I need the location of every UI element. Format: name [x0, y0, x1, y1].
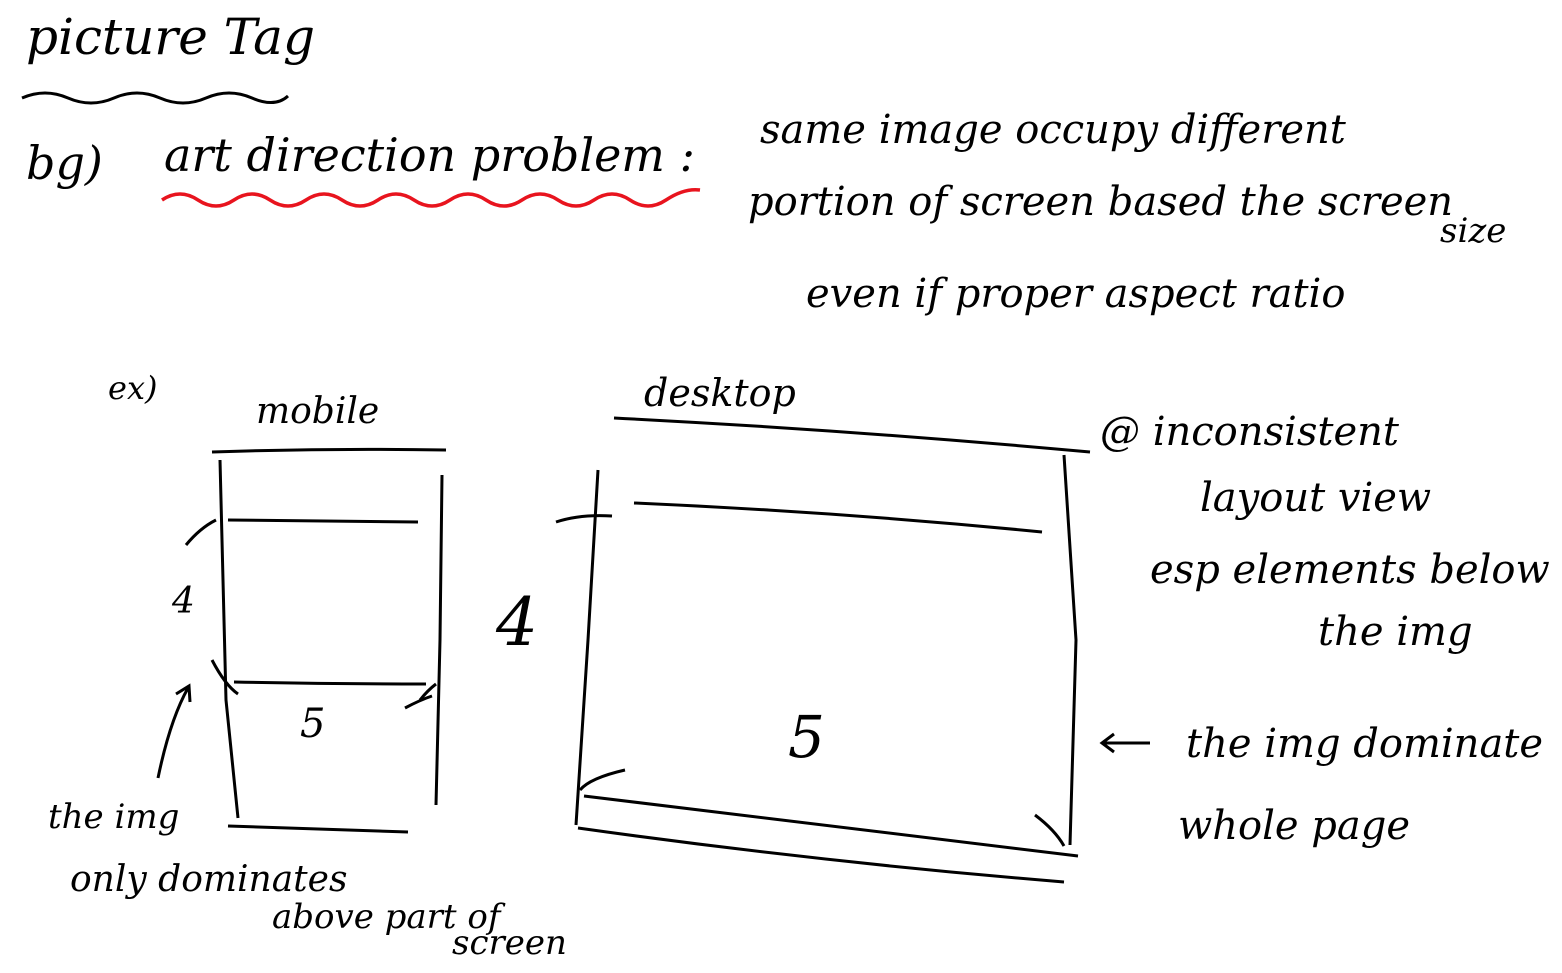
mobile-caption-line-3: above part of [272, 897, 501, 937]
term-underline [161, 187, 701, 208]
mobile-caption-line-1: the img [48, 797, 180, 837]
example-label: ex) [108, 369, 158, 407]
heading: picture Tag [26, 8, 315, 66]
inconsistent-note-line-1: @ inconsistent [1100, 409, 1399, 455]
inconsistent-note-line-4: the img [1318, 609, 1473, 655]
definition-line-4: even if proper aspect ratio [806, 271, 1346, 317]
mobile-frame [156, 447, 447, 834]
inconsistent-note-line-3: esp elements below [1150, 547, 1550, 593]
inconsistent-note-line-2: layout view [1200, 475, 1432, 521]
dominate-note-line-2: whole page [1178, 803, 1410, 849]
desktop-frame [555, 416, 1150, 884]
definition-line-3: size [1440, 211, 1507, 251]
mobile-caption-line-2: only dominates [70, 859, 348, 900]
dominate-note-line-1: the img dominate [1186, 721, 1544, 767]
desktop-section-bottom: 5 [788, 703, 825, 771]
definition-line-2: portion of screen based the screen [748, 179, 1454, 225]
mobile-section-bottom: 5 [300, 701, 326, 747]
desktop-title: desktop [644, 371, 796, 415]
mobile-section-top: 4 [172, 581, 195, 622]
heading-underline [21, 91, 290, 105]
term: art direction problem : [164, 128, 696, 182]
definition-line-1: same image occupy different [760, 107, 1346, 153]
bg-label: bg) [26, 136, 103, 190]
desktop-section-top: 4 [496, 584, 538, 661]
mobile-title: mobile [256, 391, 380, 432]
mobile-caption-line-4: screen [452, 923, 567, 963]
